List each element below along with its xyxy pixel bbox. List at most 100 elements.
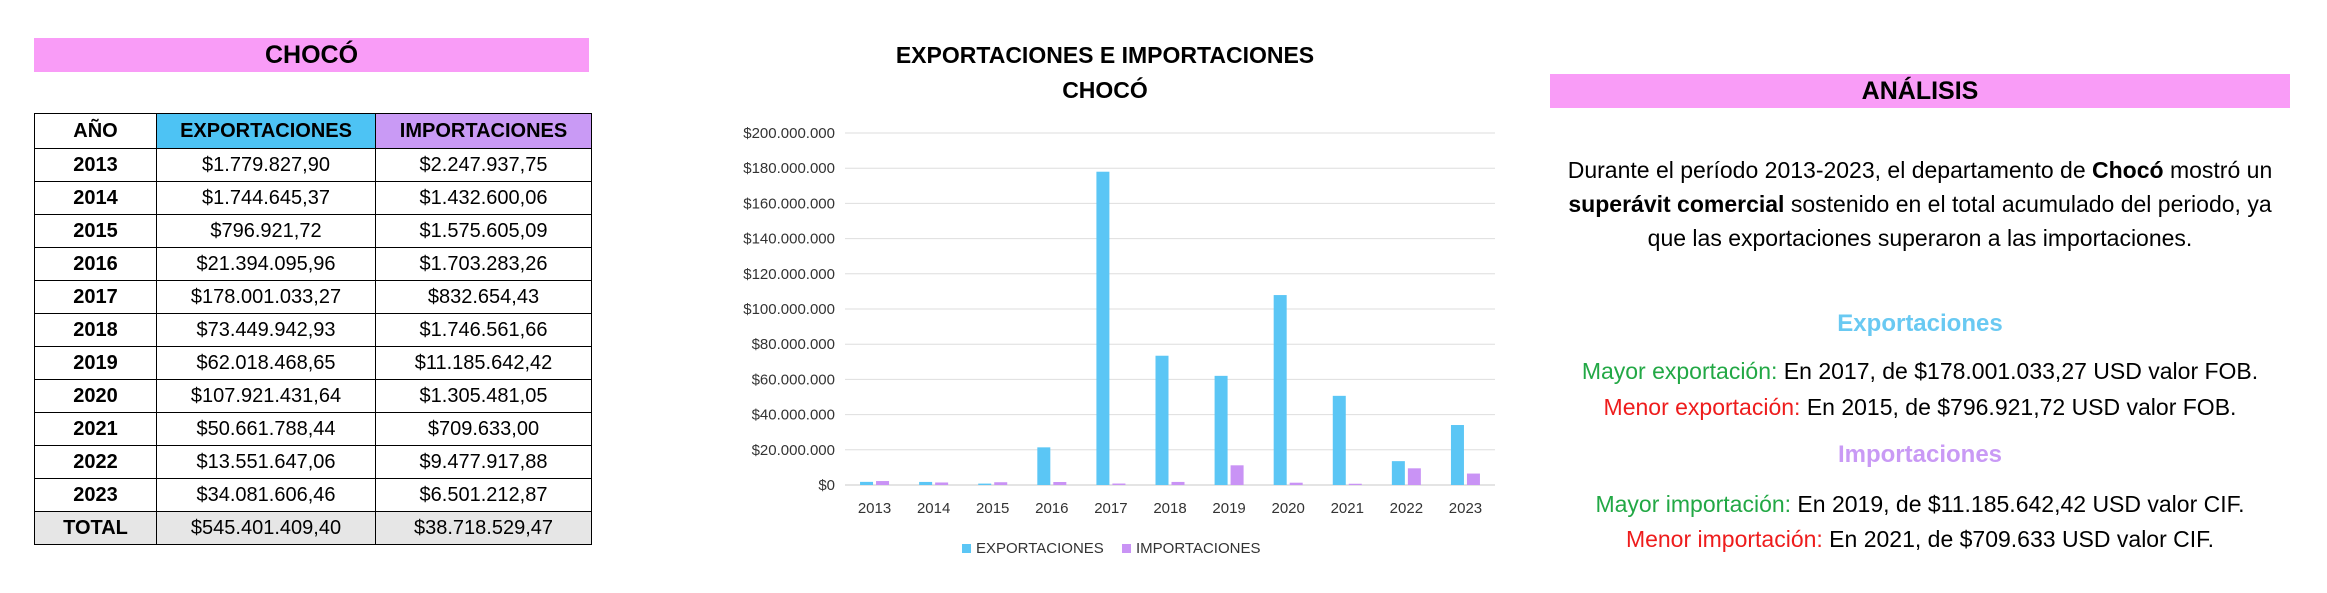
min-export-line: Menor exportación: En 2015, de $796.921,… bbox=[1550, 394, 2290, 421]
imports-cell: $1.305.481,05 bbox=[375, 379, 592, 413]
import-bar-2021 bbox=[1348, 483, 1362, 485]
export-bar-2023 bbox=[1450, 425, 1464, 485]
legend-swatch-exports bbox=[962, 544, 971, 553]
imports-cell: $1.432.600,06 bbox=[375, 181, 592, 215]
export-bar-2019 bbox=[1214, 375, 1228, 485]
exports-cell: $73.449.942,93 bbox=[156, 313, 376, 347]
imports-cell: $9.477.917,88 bbox=[375, 445, 592, 479]
x-tick-label: 2021 bbox=[1331, 500, 1364, 517]
x-tick-label: 2023 bbox=[1449, 500, 1482, 517]
y-tick-label: $160.000.000 bbox=[743, 195, 835, 212]
analysis-text-2: mostró un bbox=[2163, 157, 2273, 183]
import-bar-2013 bbox=[876, 481, 890, 485]
max-import-text: En 2019, de $11.185.642,42 USD valor CIF… bbox=[1791, 491, 2245, 517]
exports-cell: $178.001.033,27 bbox=[156, 280, 376, 314]
min-export-text: En 2015, de $796.921,72 USD valor FOB. bbox=[1800, 394, 2237, 420]
analysis-header: ANÁLISIS bbox=[1550, 74, 2290, 108]
export-bar-2021 bbox=[1332, 395, 1346, 485]
exports-heading: Exportaciones bbox=[1837, 310, 2003, 337]
x-tick-label: 2019 bbox=[1212, 500, 1245, 517]
max-export-text: En 2017, de $178.001.033,27 USD valor FO… bbox=[1777, 358, 2259, 384]
analysis-text-3: sostenido en el total acumulado del peri… bbox=[1647, 191, 2272, 251]
y-tick-label: $180.000.000 bbox=[743, 160, 835, 177]
imports-cell: $6.501.212,87 bbox=[375, 478, 592, 512]
table-header-row: AÑO EXPORTACIONES IMPORTACIONES bbox=[34, 113, 592, 149]
exports-cell: $107.921.431,64 bbox=[156, 379, 376, 413]
x-tick-label: 2020 bbox=[1271, 500, 1304, 517]
export-bar-2013 bbox=[860, 481, 874, 485]
export-bar-2014 bbox=[919, 481, 933, 485]
imports-heading: Importaciones bbox=[1837, 441, 2003, 468]
exports-cell: $62.018.468,65 bbox=[156, 346, 376, 380]
x-tick-label: 2016 bbox=[1035, 500, 1068, 517]
y-tick-label: $40.000.000 bbox=[752, 407, 835, 424]
year-cell: 2022 bbox=[34, 445, 157, 479]
import-bar-2020 bbox=[1289, 482, 1303, 485]
import-bar-2017 bbox=[1112, 483, 1126, 485]
analysis-text-1: Durante el período 2013-2023, el departa… bbox=[1567, 157, 2093, 183]
y-tick-label: $140.000.000 bbox=[743, 231, 835, 248]
year-cell: 2017 bbox=[34, 280, 157, 314]
max-export-label: Mayor exportación: bbox=[1581, 358, 1778, 384]
analysis-paragraph: Durante el período 2013-2023, el departa… bbox=[1550, 153, 2290, 255]
x-tick-label: 2022 bbox=[1390, 500, 1423, 517]
table-row: 2017 $178.001.033,27 $832.654,43 bbox=[34, 280, 592, 314]
imports-total-cell: $38.718.529,47 bbox=[375, 511, 592, 545]
legend-label-exports: EXPORTACIONES bbox=[976, 540, 1104, 557]
min-export-label: Menor exportación: bbox=[1603, 394, 1801, 420]
x-tick-label: 2015 bbox=[976, 500, 1009, 517]
import-bar-2023 bbox=[1466, 473, 1480, 485]
export-bar-2020 bbox=[1273, 295, 1287, 485]
imports-cell: $1.575.605,09 bbox=[375, 214, 592, 248]
year-cell: 2021 bbox=[34, 412, 157, 446]
import-bar-2022 bbox=[1407, 468, 1421, 485]
table-row: 2015 $796.921,72 $1.575.605,09 bbox=[34, 214, 592, 248]
imports-cell: $1.746.561,66 bbox=[375, 313, 592, 347]
y-tick-label: $100.000.000 bbox=[743, 301, 835, 318]
total-row: TOTAL $545.401.409,40 $38.718.529,47 bbox=[34, 511, 592, 545]
export-bar-2017 bbox=[1096, 171, 1110, 485]
x-tick-label: 2017 bbox=[1094, 500, 1127, 517]
export-bar-2018 bbox=[1155, 355, 1169, 485]
min-import-text: En 2021, de $709.633 USD valor CIF. bbox=[1822, 526, 2215, 552]
exports-cell: $50.661.788,44 bbox=[156, 412, 376, 446]
year-cell: 2013 bbox=[34, 148, 157, 182]
analysis-region-name: Chocó bbox=[2092, 157, 2164, 183]
legend-label-imports: IMPORTACIONES bbox=[1136, 540, 1260, 557]
exports-cell: $1.779.827,90 bbox=[156, 148, 376, 182]
exports-cell: $796.921,72 bbox=[156, 214, 376, 248]
import-bar-2019 bbox=[1230, 465, 1244, 485]
exports-total-cell: $545.401.409,40 bbox=[156, 511, 376, 545]
y-tick-label: $0 bbox=[818, 477, 835, 494]
y-tick-label: $20.000.000 bbox=[752, 442, 835, 459]
total-label: TOTAL bbox=[34, 511, 157, 545]
exports-column-header: EXPORTACIONES bbox=[156, 113, 376, 149]
export-bar-2015 bbox=[978, 483, 992, 485]
x-tick-label: 2014 bbox=[917, 500, 950, 517]
y-tick-label: $80.000.000 bbox=[752, 336, 835, 353]
imports-column-header: IMPORTACIONES bbox=[375, 113, 592, 149]
year-cell: 2019 bbox=[34, 346, 157, 380]
imports-cell: $709.633,00 bbox=[375, 412, 592, 446]
exports-cell: $1.744.645,37 bbox=[156, 181, 376, 215]
chart-subtitle: CHOCÓ bbox=[1062, 77, 1148, 103]
max-import-label: Mayor importación: bbox=[1595, 491, 1792, 517]
y-tick-label: $120.000.000 bbox=[743, 266, 835, 283]
x-tick-label: 2018 bbox=[1153, 500, 1186, 517]
chart-title: EXPORTACIONES E IMPORTACIONES bbox=[895, 42, 1315, 68]
min-import-line: Menor importación: En 2021, de $709.633 … bbox=[1550, 526, 2290, 553]
table-row: 2016 $21.394.095,96 $1.703.283,26 bbox=[34, 247, 592, 281]
year-column-header: AÑO bbox=[34, 113, 157, 149]
import-bar-2015 bbox=[994, 482, 1008, 485]
table-row: 2021 $50.661.788,44 $709.633,00 bbox=[34, 412, 592, 446]
x-tick-label: 2013 bbox=[858, 500, 891, 517]
imports-cell: $1.703.283,26 bbox=[375, 247, 592, 281]
table-body: 2013 $1.779.827,90 $2.247.937,75 2014 $1.744… bbox=[34, 148, 592, 545]
min-import-label: Menor importación: bbox=[1625, 526, 1823, 552]
max-import-line: Mayor importación: En 2019, de $11.185.6… bbox=[1550, 491, 2290, 518]
exports-cell: $34.081.606,46 bbox=[156, 478, 376, 512]
y-tick-label: $200.000.000 bbox=[743, 125, 835, 142]
year-cell: 2016 bbox=[34, 247, 157, 281]
table-row: 2013 $1.779.827,90 $2.247.937,75 bbox=[34, 148, 592, 182]
year-cell: 2023 bbox=[34, 478, 157, 512]
